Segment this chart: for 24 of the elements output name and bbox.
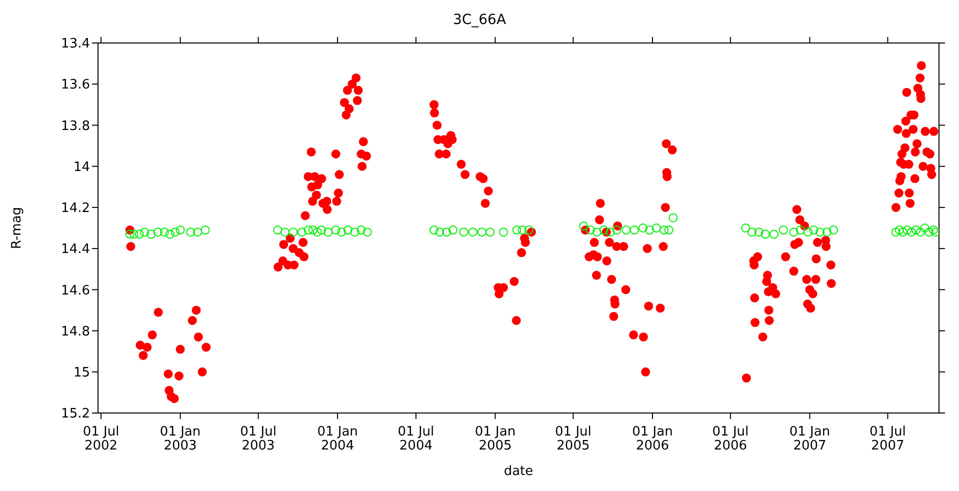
x-tick-label: 01 Jan 2006 [632,424,673,454]
y-tick-label: 14.4 [61,242,90,258]
y-tick-label: 14.2 [61,201,90,216]
x-axis-title: date [504,464,534,479]
x-tick-label: 01 Jan 2004 [317,424,358,454]
x-tick-label: 01 Jul 2005 [555,424,592,454]
y-tick-label: 14.6 [61,283,90,298]
y-tick-label: 15.2 [61,406,90,422]
y-tick-label: 13.6 [61,78,90,93]
y-tick-label: 15 [73,366,90,381]
y-tick-label: 13.4 [61,36,90,52]
x-tick-label: 01 Jul 2007 [870,424,906,454]
x-tick-label: 01 Jul 2004 [398,424,434,454]
x-tick-label: 01 Jan 2003 [160,424,201,454]
y-tick-label: 14.8 [61,324,90,340]
x-tick-label: 01 Jan 2007 [789,424,830,454]
x-tick-label: 01 Jan 2005 [474,424,516,454]
y-tick-label: 14 [73,160,90,175]
y-tick-label: 13.8 [61,118,90,134]
x-tick-label: 01 Jul 2003 [240,424,276,454]
x-tick-label: 01 Jul 2002 [82,424,120,454]
y-axis-title: R-mag [10,206,25,250]
chart-title: 3C_66A [452,12,508,28]
x-tick-label: 01 Jul 2006 [712,424,749,454]
